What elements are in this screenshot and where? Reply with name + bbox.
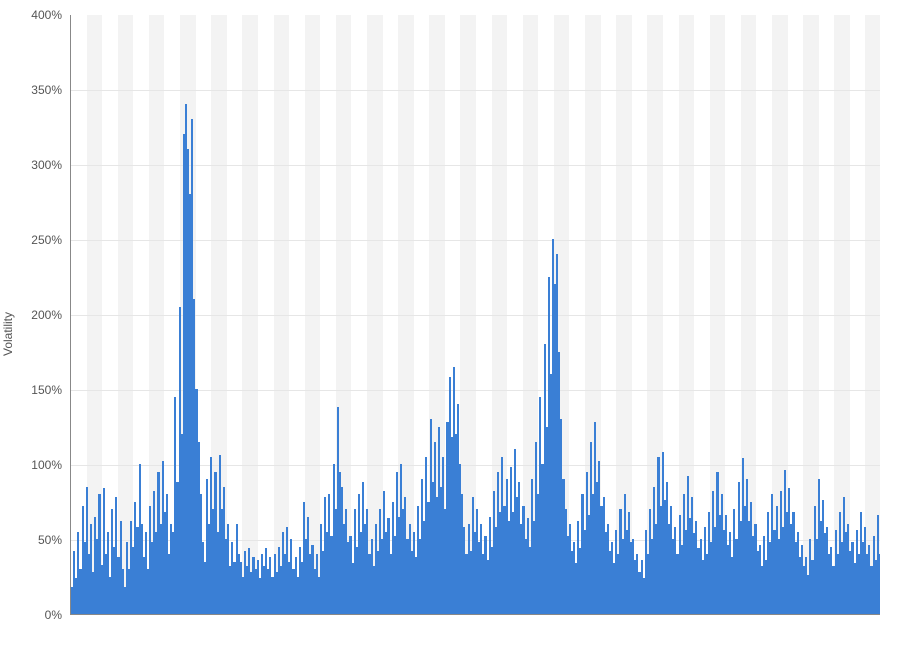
chart-container: 0%50%100%150%200%250%300%350%400% [70, 15, 880, 635]
ytick-label: 250% [31, 233, 70, 247]
ytick-label: 0% [45, 608, 70, 622]
ytick-label: 350% [31, 83, 70, 97]
ytick-label: 300% [31, 158, 70, 172]
bars-group [71, 15, 880, 614]
y-axis-label: Volatility [1, 312, 15, 356]
ytick-label: 150% [31, 383, 70, 397]
bar [879, 554, 880, 614]
plot-area [70, 15, 880, 615]
ytick-label: 100% [31, 458, 70, 472]
ytick-label: 200% [31, 308, 70, 322]
ytick-label: 50% [38, 533, 70, 547]
ytick-label: 400% [31, 8, 70, 22]
